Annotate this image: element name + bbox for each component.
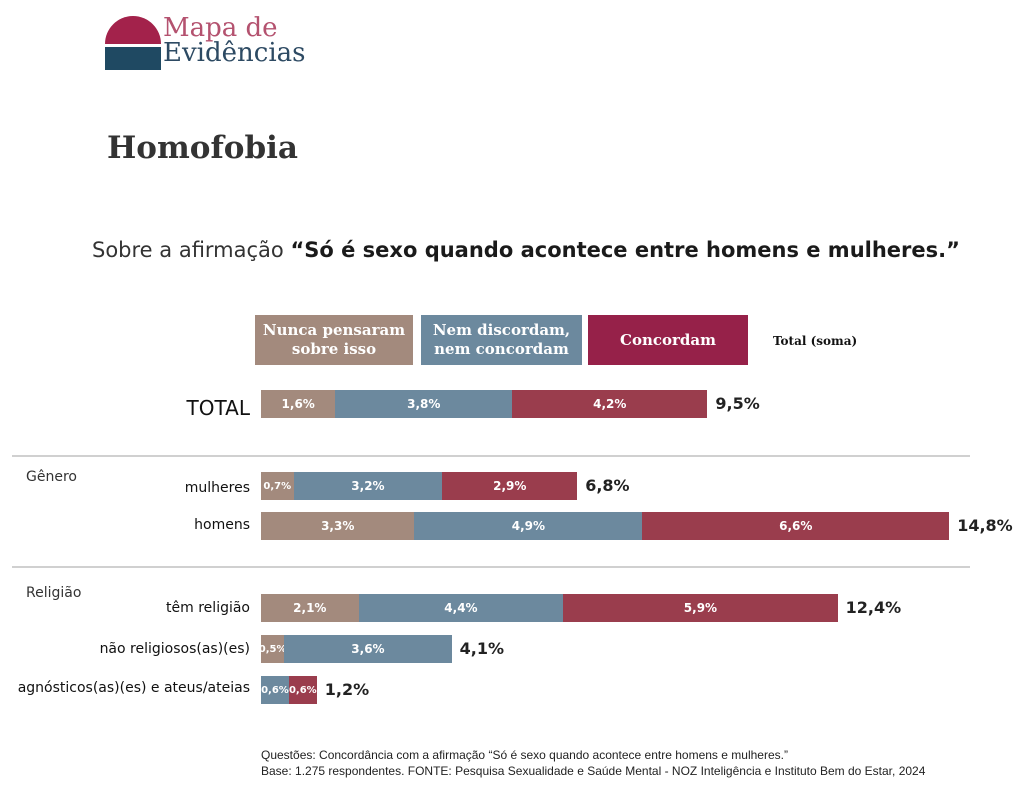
row-total-value: 9,5% bbox=[715, 394, 760, 413]
page-title: Homofobia bbox=[107, 130, 298, 166]
row-label-total: TOTAL bbox=[186, 396, 250, 420]
legend-nunca: Nunca pensaram sobre isso bbox=[255, 315, 413, 365]
legend-total-header: Total (soma) bbox=[773, 334, 858, 348]
divider-religiao bbox=[12, 566, 970, 568]
bar-segment-nem: 3,6% bbox=[284, 635, 452, 663]
bar-segment-concordam: 6,6% bbox=[642, 512, 950, 540]
row-label-homens: homens bbox=[194, 517, 250, 533]
row-total-value: 14,8% bbox=[957, 516, 1013, 535]
bar-segment-nem: 3,2% bbox=[293, 472, 443, 500]
row-total-value: 12,4% bbox=[845, 598, 902, 617]
legend-nunca-line1: Nunca pensaram bbox=[262, 321, 406, 339]
row-label-nao-religiosos: não religiosos(as)(es) bbox=[99, 641, 250, 657]
legend-nem-line2: nem concordam bbox=[434, 340, 569, 358]
legend-nem: Nem discordam, nem concordam bbox=[421, 315, 582, 365]
row-total-value: 6,8% bbox=[585, 476, 630, 495]
row-total-value: 4,1% bbox=[459, 639, 505, 658]
row-label-agnosticos: agnósticos(as)(es) e ateus/ateias bbox=[17, 680, 250, 696]
row-label-tem-religiao: têm religião bbox=[166, 600, 250, 616]
row-total-value: 1,2% bbox=[324, 680, 370, 699]
chart-subtitle: Sobre a afirmação “Só é sexo quando acon… bbox=[92, 238, 960, 262]
bar-segment-nunca: 0,5% bbox=[261, 635, 285, 663]
legend-nunca-line2: sobre isso bbox=[291, 340, 377, 358]
divider-genero bbox=[12, 455, 970, 457]
brand-line1: Mapa de bbox=[163, 13, 278, 43]
bar-segment-nunca: 1,6% bbox=[261, 390, 336, 418]
legend-concordam: Concordam bbox=[588, 315, 748, 365]
group-label-genero: Gênero bbox=[26, 469, 77, 485]
bar-segment-concordam: 2,9% bbox=[442, 472, 578, 500]
bar-segment-nunca: 3,3% bbox=[261, 512, 415, 540]
bar-segment-nem: 3,8% bbox=[335, 390, 513, 418]
logo-icon bbox=[105, 16, 161, 70]
group-label-religiao: Religião bbox=[26, 585, 82, 601]
row-label-mulheres: mulheres bbox=[184, 480, 250, 496]
bar-segment-nem: 4,4% bbox=[358, 594, 564, 622]
footnote-source: Base: 1.275 respondentes. FONTE: Pesquis… bbox=[261, 764, 926, 778]
brand-line2: Evidências bbox=[163, 38, 306, 68]
subtitle-prefix: Sobre a afirmação bbox=[92, 238, 291, 262]
bar-segment-concordam: 0,6% bbox=[288, 676, 317, 704]
legend-nem-line1: Nem discordam, bbox=[432, 321, 571, 339]
footnote-questions: Questões: Concordância com a afirmação “… bbox=[261, 748, 788, 762]
subtitle-quote: “Só é sexo quando acontece entre homens … bbox=[290, 238, 960, 262]
legend-concordam-label: Concordam bbox=[620, 330, 716, 349]
bar-segment-nunca: 0,7% bbox=[261, 472, 294, 500]
bar-segment-nunca: 2,1% bbox=[261, 594, 359, 622]
bar-segment-nem: 0,6% bbox=[261, 676, 289, 704]
bar-segment-concordam: 4,2% bbox=[512, 390, 708, 418]
bar-segment-concordam: 5,9% bbox=[563, 594, 838, 622]
bar-segment-nem: 4,9% bbox=[414, 512, 643, 540]
